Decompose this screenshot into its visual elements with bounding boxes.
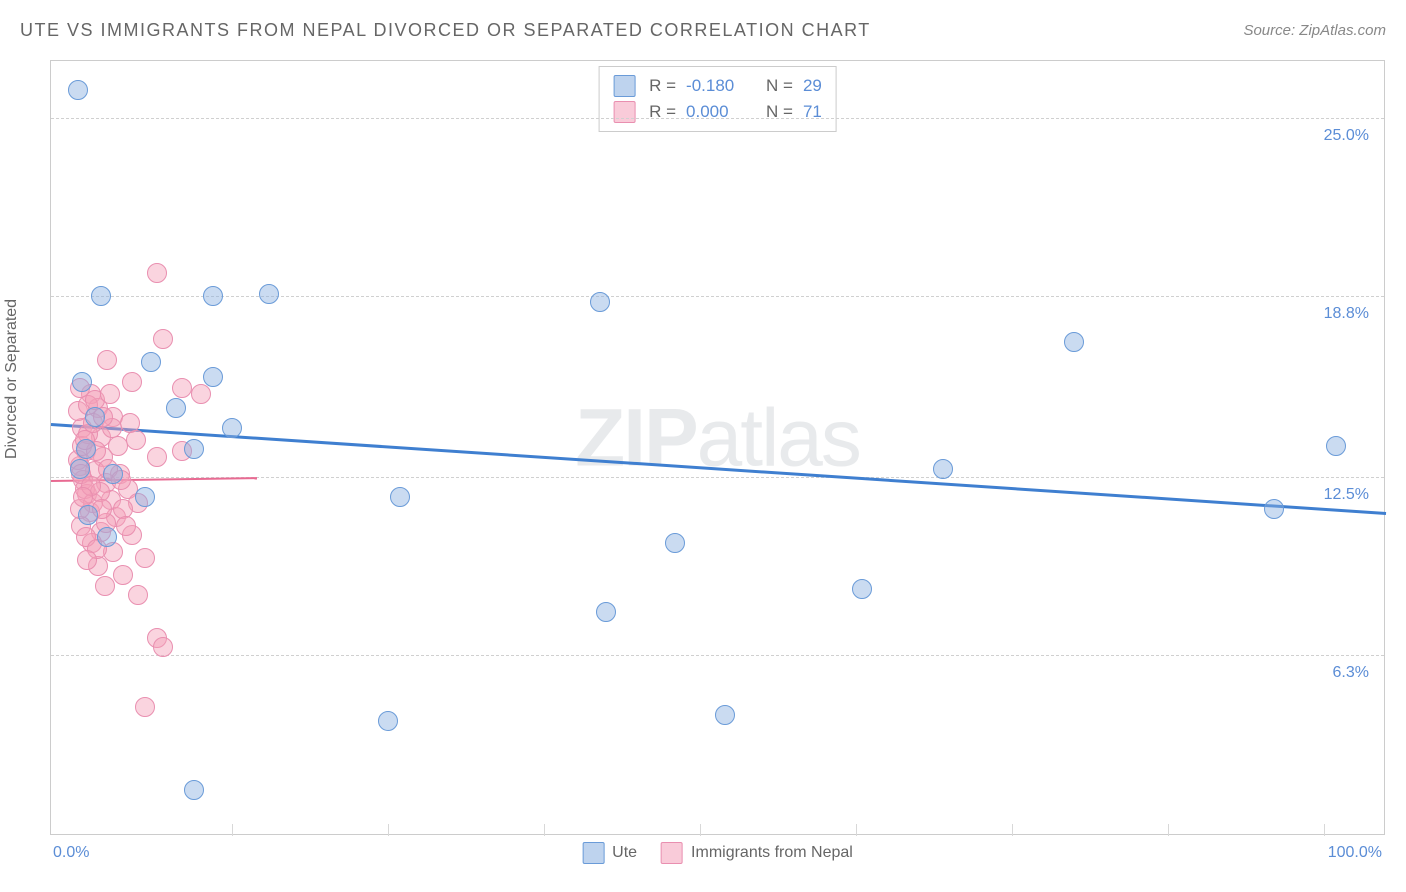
data-point — [108, 436, 128, 456]
y-tick-label: 25.0% — [1324, 127, 1369, 145]
data-point — [166, 398, 186, 418]
legend-swatch — [613, 75, 635, 97]
legend-row: R = -0.180 N = 29 — [613, 73, 822, 99]
data-point — [203, 367, 223, 387]
data-point — [141, 352, 161, 372]
gridline-v — [544, 824, 545, 836]
gridline-v — [1168, 824, 1169, 836]
data-point — [184, 439, 204, 459]
data-point — [665, 533, 685, 553]
data-point — [259, 284, 279, 304]
y-tick-label: 6.3% — [1333, 664, 1369, 682]
data-point — [135, 487, 155, 507]
data-point — [715, 705, 735, 725]
data-point — [85, 407, 105, 427]
legend-r-label: R = — [649, 76, 676, 96]
data-point — [135, 548, 155, 568]
data-point — [77, 550, 97, 570]
legend-n-value: 29 — [803, 76, 822, 96]
y-axis-label: Divorced or Separated — [3, 299, 21, 459]
legend-swatch — [582, 842, 604, 864]
data-point — [97, 350, 117, 370]
gridline-h — [51, 655, 1384, 656]
data-point — [135, 697, 155, 717]
data-point — [378, 711, 398, 731]
data-point — [68, 80, 88, 100]
legend-series-item: Ute — [582, 842, 637, 864]
gridline-v — [388, 824, 389, 836]
legend-series-label: Immigrants from Nepal — [691, 844, 853, 862]
data-point — [172, 378, 192, 398]
data-point — [147, 447, 167, 467]
data-point — [78, 505, 98, 525]
chart-source: Source: ZipAtlas.com — [1243, 22, 1386, 39]
chart-header: UTE VS IMMIGRANTS FROM NEPAL DIVORCED OR… — [20, 20, 1386, 41]
data-point — [147, 263, 167, 283]
legend-n-label: N = — [766, 76, 793, 96]
data-point — [91, 286, 111, 306]
data-point — [184, 780, 204, 800]
data-point — [1326, 436, 1346, 456]
data-point — [191, 384, 211, 404]
data-point — [116, 516, 136, 536]
gridline-v — [856, 824, 857, 836]
data-point — [596, 602, 616, 622]
trend-line — [51, 423, 1386, 514]
legend-series: Ute Immigrants from Nepal — [582, 842, 853, 864]
gridline-v — [1012, 824, 1013, 836]
x-tick-label: 100.0% — [1328, 844, 1382, 862]
gridline-h — [51, 118, 1384, 119]
gridline-h — [51, 296, 1384, 297]
data-point — [72, 372, 92, 392]
y-tick-label: 18.8% — [1324, 305, 1369, 323]
data-point — [120, 413, 140, 433]
legend-correlation: R = -0.180 N = 29 R =0.000N =71 — [598, 66, 837, 132]
data-point — [852, 579, 872, 599]
legend-swatch — [661, 842, 683, 864]
data-point — [590, 292, 610, 312]
data-point — [390, 487, 410, 507]
data-point — [203, 286, 223, 306]
data-point — [933, 459, 953, 479]
gridline-v — [232, 824, 233, 836]
data-point — [1064, 332, 1084, 352]
watermark-bold: ZIP — [575, 392, 697, 483]
legend-r-value: -0.180 — [686, 76, 746, 96]
data-point — [76, 439, 96, 459]
legend-swatch — [613, 101, 635, 123]
data-point — [103, 464, 123, 484]
data-point — [222, 418, 242, 438]
legend-series-item: Immigrants from Nepal — [661, 842, 853, 864]
scatter-chart: ZIPatlas R =-0.180N =29R =0.000N =71 Ute… — [50, 60, 1385, 835]
data-point — [126, 430, 146, 450]
data-point — [113, 565, 133, 585]
data-point — [122, 372, 142, 392]
data-point — [128, 585, 148, 605]
data-point — [97, 527, 117, 547]
legend-series-label: Ute — [612, 844, 637, 862]
data-point — [153, 329, 173, 349]
data-point — [95, 576, 115, 596]
data-point — [70, 459, 90, 479]
gridline-v — [700, 824, 701, 836]
chart-title: UTE VS IMMIGRANTS FROM NEPAL DIVORCED OR… — [20, 20, 871, 41]
data-point — [153, 637, 173, 657]
legend-row: R =0.000N =71 — [613, 99, 822, 125]
watermark: ZIPatlas — [575, 391, 860, 485]
data-point — [100, 384, 120, 404]
y-tick-label: 12.5% — [1324, 486, 1369, 504]
gridline-v — [1324, 824, 1325, 836]
x-tick-label: 0.0% — [53, 844, 89, 862]
data-point — [1264, 499, 1284, 519]
